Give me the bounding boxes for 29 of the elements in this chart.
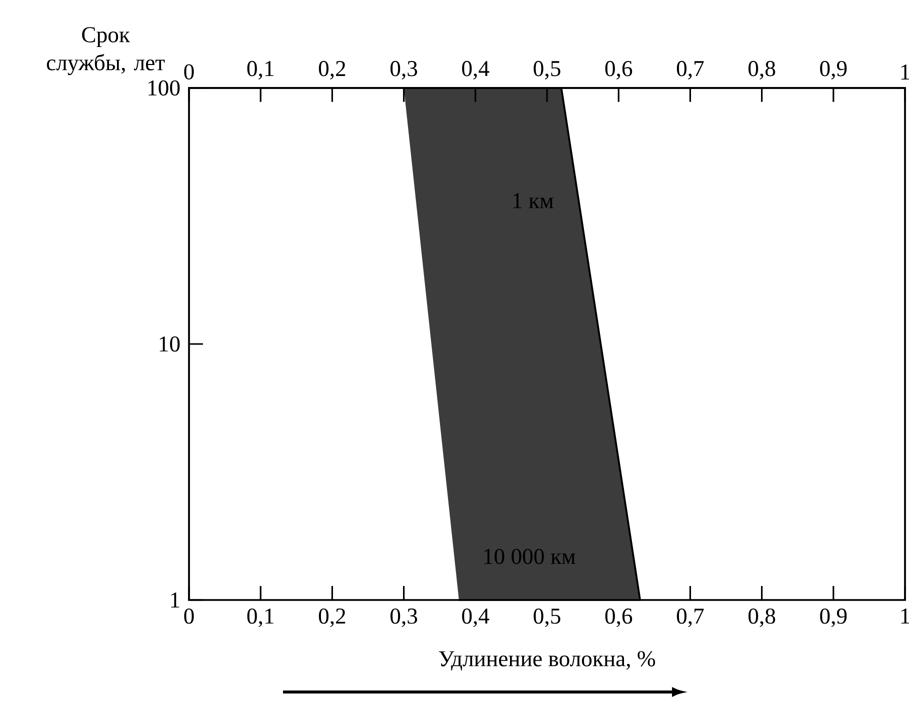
x-tick-label: 0 <box>184 608 194 624</box>
x-tick-label: 0,3 <box>390 608 418 628</box>
x2-tick-label: 0,7 <box>676 60 704 80</box>
x2-tick-label: 0,5 <box>534 60 560 80</box>
x2-tick-label: 0,8 <box>748 60 776 80</box>
annotation: 1 км <box>513 193 554 208</box>
x-tick-label: 0,5 <box>534 608 560 628</box>
x2-tick-label: 0,9 <box>820 60 847 80</box>
x2-tick-label: 0,3 <box>390 60 418 80</box>
x-tick-label: 0,9 <box>820 608 847 628</box>
x-tick-label: 0,6 <box>605 608 632 628</box>
x-tick-label: 1 <box>901 608 909 624</box>
y-tick-label: 10 <box>160 336 180 352</box>
y-tick-label: 100 <box>148 80 180 96</box>
x-tick-label: 0,4 <box>462 608 490 628</box>
x2-tick-label: 0,2 <box>318 60 346 80</box>
x2-tick-label: 0,4 <box>462 60 490 80</box>
x-tick-label: 0,7 <box>676 608 704 628</box>
annotation: 10 000 км <box>484 548 576 564</box>
y-axis-title: Срок службы, лет <box>46 27 165 76</box>
x-tick-label: 0,1 <box>247 608 274 628</box>
x2-tick-label: 0 <box>184 64 194 80</box>
x-tick-label: 0,2 <box>318 608 346 628</box>
x2-tick-label: 1 <box>901 64 909 80</box>
x2-tick-label: 0,6 <box>605 60 632 80</box>
x-tick-label: 0,8 <box>748 608 776 628</box>
x-axis-title: Удлинение волокна, % <box>438 651 656 671</box>
y-tick-label: 1 <box>171 592 180 608</box>
x2-tick-label: 0,1 <box>247 60 274 80</box>
